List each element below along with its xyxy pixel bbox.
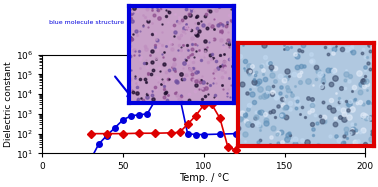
Y-axis label: Dielectric constant: Dielectric constant [4, 61, 13, 147]
X-axis label: Temp. / °C: Temp. / °C [179, 173, 229, 183]
Text: μ = 13.0 D: μ = 13.0 D [275, 135, 324, 144]
Text: blue molecule structure: blue molecule structure [49, 20, 124, 25]
Text: μ = 13.4 D: μ = 13.4 D [133, 77, 181, 86]
